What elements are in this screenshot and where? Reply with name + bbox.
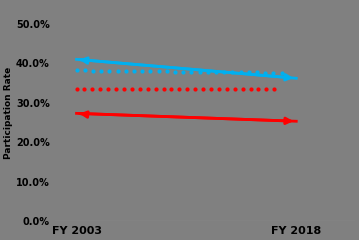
- Y-axis label: Participation Rate: Participation Rate: [4, 66, 13, 159]
